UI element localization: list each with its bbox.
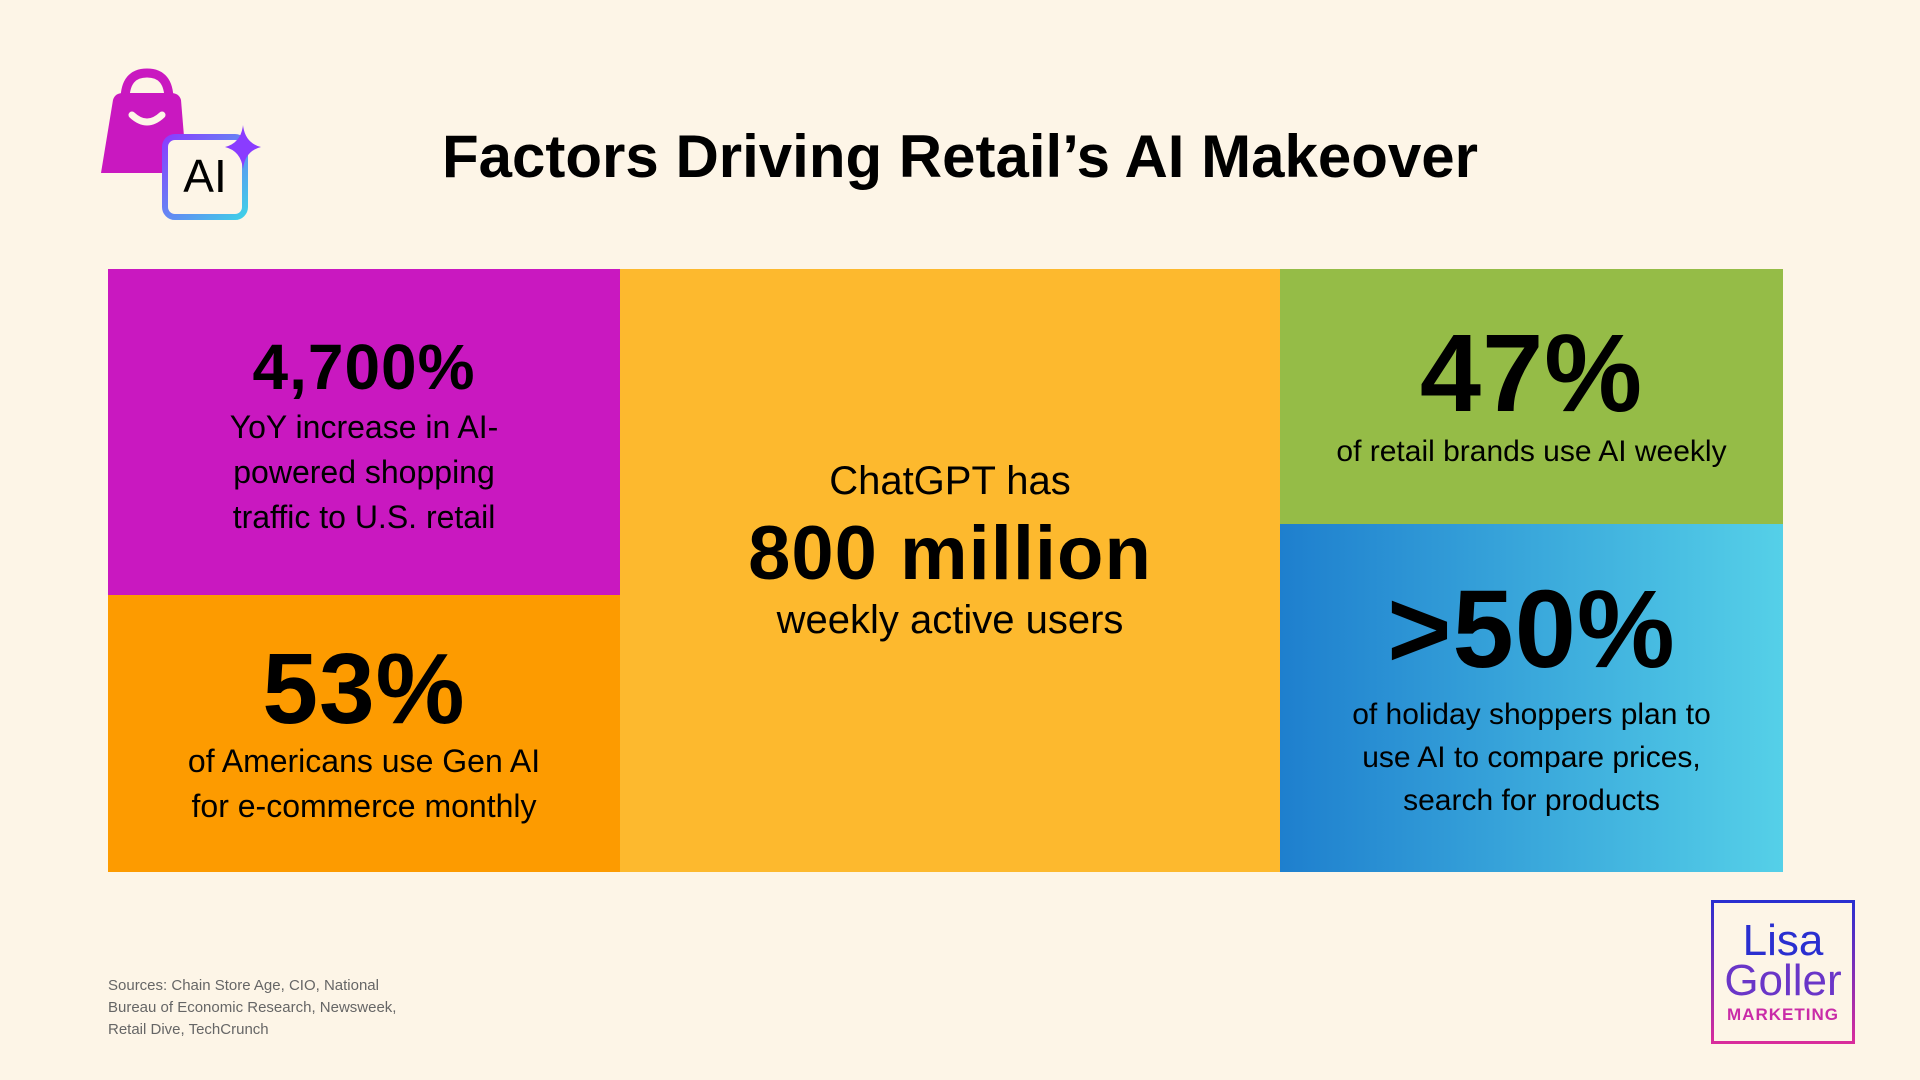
stat-figure: 800 million (748, 510, 1152, 596)
stat-figure: 53% (262, 632, 466, 745)
stat-card: >50% of holiday shoppers plan to use AI … (1280, 524, 1783, 872)
stat-card: 47% of retail brands use AI weekly (1280, 269, 1783, 524)
stat-text: of holiday shoppers plan to (1352, 697, 1711, 731)
logo: Lisa Goller MARKETING (1711, 900, 1855, 1044)
shopping-ai-icon: AI (101, 68, 261, 220)
stat-text: ChatGPT has (829, 458, 1071, 503)
logo-text: Goller (1724, 956, 1842, 1005)
logo-text: MARKETING (1727, 1005, 1839, 1024)
stat-card: 4,700% YoY increase in AI- powered shopp… (108, 269, 620, 595)
stat-text: of Americans use Gen AI (187, 742, 541, 779)
sources: Sources: Chain Store Age, CIO, National … (108, 975, 396, 1041)
stat-text: powered shopping (233, 453, 495, 490)
stat-text: search for products (1403, 783, 1660, 817)
stat-figure: 47% (1419, 312, 1644, 435)
stat-figure: >50% (1387, 567, 1676, 691)
stat-text: weekly active users (776, 597, 1124, 642)
stat-text: of retail brands use AI weekly (1336, 435, 1727, 468)
stat-text: for e-commerce monthly (191, 787, 537, 824)
source-text: Sources: Chain Store Age, CIO, National (108, 977, 379, 994)
stat-card: 53% of Americans use Gen AI for e-commer… (108, 595, 620, 872)
stat-text: YoY increase in AI- (229, 408, 499, 445)
stat-text: traffic to U.S. retail (232, 498, 496, 535)
stat-card: ChatGPT has 800 million weekly active us… (620, 269, 1280, 872)
stat-text: use AI to compare prices, (1362, 740, 1701, 774)
logo-text: Lisa (1742, 916, 1824, 965)
icon-label: AI (183, 150, 226, 202)
title: Factors Driving Retail’s AI Makeover (442, 123, 1478, 190)
source-text: Bureau of Economic Research, Newsweek, (108, 999, 397, 1016)
stat-figure: 4,700% (252, 330, 476, 403)
source-text: Retail Dive, TechCrunch (108, 1021, 269, 1038)
